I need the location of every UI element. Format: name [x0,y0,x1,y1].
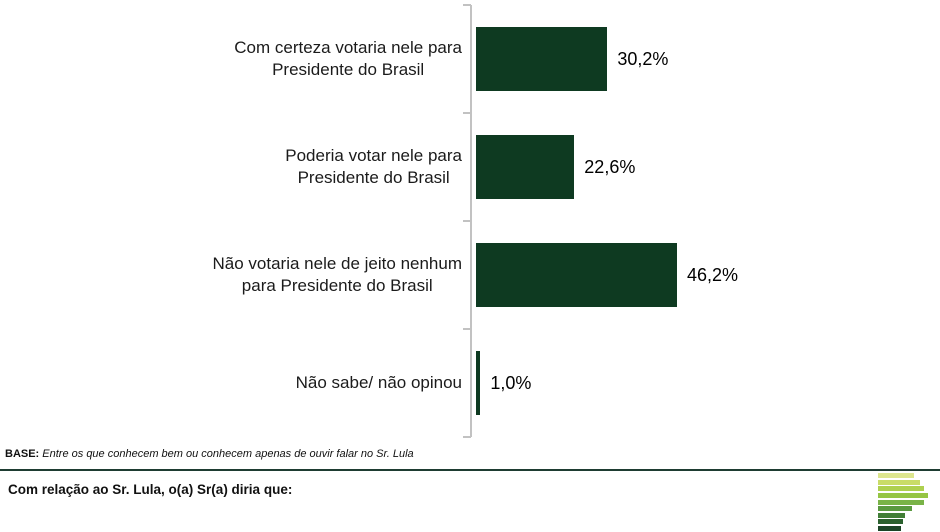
axis-tick [463,328,471,330]
axis-tick [463,112,471,114]
category-label-cell: Não votaria nele de jeito nenhum para Pr… [0,253,463,298]
category-label-cell: Com certeza votaria nele para Presidente… [0,37,462,82]
chart-row: Poderia votar nele para Presidente do Br… [0,113,940,221]
chart-row: Não votaria nele de jeito nenhum para Pr… [0,221,940,329]
value-label: 46,2% [686,264,739,285]
category-label: Poderia votar nele para Presidente do Br… [285,145,462,187]
chart-row: Não sabe/ não opinou 1,0% [0,329,940,437]
logo-stripe [878,473,914,479]
base-note-prefix: BASE: [5,448,40,460]
logo-stripe [878,479,920,485]
bar [476,351,481,415]
base-note: BASE: Entre os que conhecem bem ou conhe… [5,448,414,460]
category-label-cell: Poderia votar nele para Presidente do Br… [0,145,462,190]
value-label: 1,0% [490,372,532,393]
value-label: 30,2% [617,48,669,69]
logo-stripe [878,506,912,512]
category-label: Não sabe/ não opinou [295,372,462,392]
logo-stripe [878,512,905,518]
bar-cell: 1,0% [476,351,531,415]
chart-row: Com certeza votaria nele para Presidente… [0,5,940,113]
brand-logo-p-icon [878,472,928,531]
category-label: Não votaria nele de jeito nenhum para Pr… [212,253,463,295]
axis-tick [463,436,471,438]
logo-stripe [878,526,901,531]
logo-stripe [878,493,928,499]
bar-cell: 22,6% [476,135,635,199]
y-axis-line [470,5,472,437]
category-label-cell: Não sabe/ não opinou [0,372,462,394]
bar-chart: Com certeza votaria nele para Presidente… [0,5,940,437]
bar [476,243,677,307]
logo-stripe [878,486,924,492]
bar-cell: 46,2% [476,243,738,307]
bar [476,135,575,199]
base-note-text: Entre os que conhecem bem ou conhecem ap… [42,448,414,460]
value-label: 22,6% [584,156,636,177]
axis-tick [463,220,471,222]
logo-stripe [878,499,924,505]
bar [476,27,608,91]
separator-line [0,469,940,471]
logo-stripe [878,519,903,525]
category-label: Com certeza votaria nele para Presidente… [234,37,462,79]
bar-cell: 30,2% [476,27,668,91]
question-text: Com relação ao Sr. Lula, o(a) Sr(a) diri… [8,482,293,497]
axis-tick [463,4,471,6]
